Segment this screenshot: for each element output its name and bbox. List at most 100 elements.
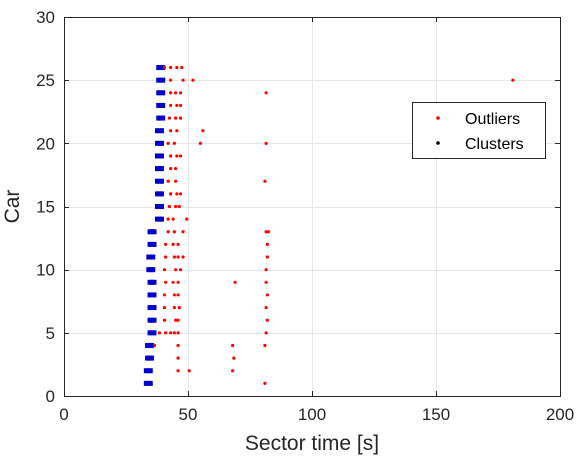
outlier-point: [174, 268, 178, 272]
cluster-point: [157, 178, 162, 184]
outlier-point: [174, 116, 178, 120]
cluster-point: [147, 330, 152, 336]
outlier-point: [264, 305, 268, 310]
cluster-point: [150, 292, 155, 298]
legend-box: [412, 102, 546, 159]
cluster-point: [158, 102, 163, 108]
outlier-point: [178, 91, 183, 95]
outlier-point: [264, 280, 268, 284]
cluster-point: [159, 178, 164, 184]
cluster-point: [150, 279, 155, 285]
cluster-point: [157, 191, 162, 197]
outlier-point: [178, 192, 183, 196]
outlier-point: [162, 65, 167, 70]
cluster-point: [150, 305, 155, 311]
cluster-point: [157, 204, 162, 209]
cluster-point: [155, 191, 159, 197]
outlier-point: [264, 141, 268, 145]
cluster-point: [147, 317, 152, 323]
outlier-point: [172, 141, 176, 145]
outlier-point: [176, 255, 180, 259]
outlier-point: [176, 331, 180, 335]
outlier-point: [164, 242, 168, 246]
cluster-point: [156, 102, 161, 108]
cluster-point: [150, 241, 155, 247]
cluster-point: [143, 368, 148, 374]
cluster-point: [161, 115, 166, 121]
cluster-point: [161, 77, 166, 83]
outlier-point: [171, 280, 175, 284]
cluster-point: [159, 128, 164, 134]
outlier-point: [264, 268, 268, 272]
cluster-point: [148, 380, 153, 386]
outlier-point: [265, 242, 269, 246]
outlier-point: [166, 141, 170, 145]
cluster-point: [143, 380, 148, 386]
cluster-point: [158, 65, 163, 71]
outlier-point: [264, 230, 268, 234]
outlier-point: [169, 65, 173, 70]
x-tick-label: 200: [546, 405, 574, 424]
cluster-point: [147, 292, 152, 298]
y-axis-label: Car: [1, 190, 24, 224]
outlier-point: [233, 280, 237, 284]
cluster-point: [159, 216, 164, 222]
cluster-point: [151, 254, 156, 260]
outlier-point: [162, 268, 167, 272]
outlier-point: [265, 293, 269, 297]
outlier-point: [172, 305, 176, 310]
cluster-point: [152, 330, 157, 336]
outlier-point: [162, 293, 167, 297]
cluster-point: [157, 166, 162, 172]
outlier-point: [172, 230, 176, 234]
outlier-point: [231, 343, 235, 348]
cluster-point: [150, 355, 155, 361]
legend-marker-outliers: [436, 116, 440, 120]
y-tick-label: 30: [36, 8, 55, 27]
cluster-point: [146, 267, 151, 273]
outlier-point: [174, 318, 178, 322]
x-axis-label: Sector time [s]: [245, 432, 379, 455]
cluster-point: [159, 191, 164, 197]
cluster-point: [152, 317, 157, 323]
outlier-point: [267, 230, 271, 234]
outlier-point: [172, 255, 176, 259]
cluster-point: [161, 102, 166, 108]
cluster-point: [147, 229, 152, 235]
outlier-point: [176, 369, 180, 373]
x-tick-label: 150: [422, 405, 450, 424]
cluster-point: [147, 279, 152, 285]
cluster-point: [157, 140, 162, 146]
cluster-point: [150, 342, 155, 348]
outlier-point: [172, 331, 176, 335]
outlier-point: [201, 129, 205, 133]
cluster-point: [147, 355, 152, 361]
outlier-point: [263, 343, 267, 348]
cluster-point: [157, 216, 162, 222]
cluster-point: [145, 355, 150, 361]
outlier-point: [164, 280, 168, 284]
outlier-point: [265, 255, 269, 259]
outlier-point: [178, 154, 183, 158]
outlier-point: [191, 78, 195, 82]
outlier-point: [169, 103, 173, 108]
axis-ticks: 0 50 100 150 200 0 5 10 15 20 25 30: [36, 8, 574, 424]
cluster-point: [161, 90, 166, 96]
y-tick-label: 15: [36, 198, 55, 217]
cluster-point: [158, 77, 163, 83]
cluster-point: [155, 204, 159, 209]
outlier-point: [265, 318, 269, 322]
outlier-point: [169, 91, 173, 95]
outlier-point: [231, 369, 235, 373]
cluster-point: [156, 90, 161, 96]
cluster-point: [152, 279, 157, 285]
cluster-point: [147, 342, 152, 348]
outlier-point: [181, 230, 185, 234]
cluster-point: [148, 254, 153, 260]
outlier-point: [157, 331, 162, 335]
outlier-point: [180, 65, 184, 70]
cluster-point: [150, 330, 155, 336]
cluster-point: [156, 77, 161, 83]
outlier-point: [152, 343, 157, 348]
